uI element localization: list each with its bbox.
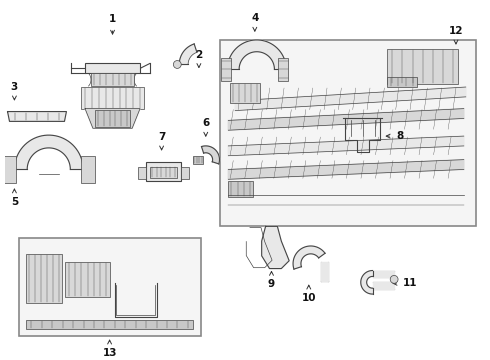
Text: 8: 8 <box>396 131 403 141</box>
FancyBboxPatch shape <box>181 167 189 179</box>
Polygon shape <box>320 262 328 281</box>
Text: 4: 4 <box>251 13 259 23</box>
Polygon shape <box>228 136 464 156</box>
FancyBboxPatch shape <box>95 109 130 127</box>
Polygon shape <box>85 109 140 128</box>
FancyBboxPatch shape <box>26 254 62 303</box>
FancyBboxPatch shape <box>387 77 416 87</box>
FancyBboxPatch shape <box>19 238 201 336</box>
FancyBboxPatch shape <box>81 156 95 183</box>
FancyBboxPatch shape <box>230 83 260 103</box>
Polygon shape <box>7 112 67 121</box>
Polygon shape <box>372 282 394 289</box>
Text: 5: 5 <box>11 197 18 207</box>
Polygon shape <box>235 87 466 111</box>
Text: 13: 13 <box>102 348 117 358</box>
Text: 9: 9 <box>268 279 275 289</box>
Text: 7: 7 <box>158 132 165 142</box>
Polygon shape <box>293 246 325 269</box>
Polygon shape <box>262 226 289 269</box>
FancyBboxPatch shape <box>387 49 458 84</box>
FancyBboxPatch shape <box>146 162 181 181</box>
FancyBboxPatch shape <box>91 73 134 86</box>
FancyBboxPatch shape <box>221 58 231 81</box>
Text: 2: 2 <box>195 50 202 59</box>
FancyBboxPatch shape <box>2 156 16 183</box>
Text: 6: 6 <box>202 118 209 128</box>
Circle shape <box>390 275 398 283</box>
Polygon shape <box>372 270 394 278</box>
FancyBboxPatch shape <box>66 262 110 297</box>
FancyBboxPatch shape <box>82 158 92 181</box>
Polygon shape <box>227 40 286 69</box>
Polygon shape <box>179 44 197 64</box>
Text: 1: 1 <box>109 14 116 24</box>
Text: 12: 12 <box>449 26 463 36</box>
Polygon shape <box>361 270 372 294</box>
Text: 10: 10 <box>301 293 316 303</box>
Text: 11: 11 <box>403 278 417 288</box>
Circle shape <box>173 60 181 68</box>
Polygon shape <box>228 109 464 130</box>
FancyBboxPatch shape <box>193 156 203 163</box>
FancyBboxPatch shape <box>85 63 140 73</box>
FancyBboxPatch shape <box>278 58 288 81</box>
Text: 3: 3 <box>11 82 18 92</box>
Polygon shape <box>14 135 83 170</box>
FancyBboxPatch shape <box>150 167 177 178</box>
Polygon shape <box>228 159 464 179</box>
FancyBboxPatch shape <box>220 40 476 226</box>
FancyBboxPatch shape <box>81 87 144 109</box>
FancyBboxPatch shape <box>26 320 193 329</box>
FancyBboxPatch shape <box>138 167 146 179</box>
Polygon shape <box>201 146 220 164</box>
FancyBboxPatch shape <box>228 181 253 197</box>
FancyBboxPatch shape <box>3 158 13 181</box>
